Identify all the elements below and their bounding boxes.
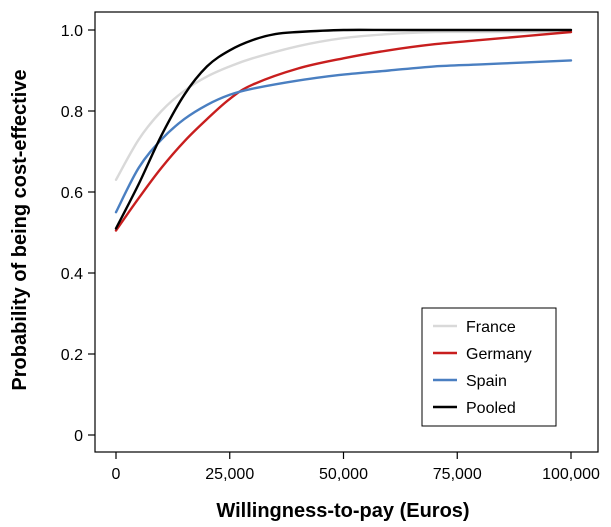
legend-label-germany: Germany [466, 346, 532, 363]
x-tick-label: 25,000 [205, 466, 254, 483]
legend: France Germany Spain Pooled [421, 307, 557, 427]
legend-label-spain: Spain [466, 373, 507, 390]
series-line-spain [114, 59, 573, 214]
y-tick-label: 0.4 [61, 266, 83, 283]
y-tick-label: 0.8 [61, 104, 83, 121]
axes: 0 25,000 50,000 75,000 100,000 0 0.2 0.4 0.6 0.8 1… [61, 11, 600, 483]
y-tick-label: 1.0 [61, 23, 83, 40]
x-axis-title: Willingness-to-pay (Euros) [216, 500, 469, 522]
series-line-france [114, 30, 573, 181]
plot-frame [94, 11, 599, 453]
x-tick-label: 75,000 [433, 466, 482, 483]
series-line-germany [114, 30, 573, 232]
y-tick-label: 0.6 [61, 185, 83, 202]
series-line-pooled [114, 28, 573, 230]
y-axis-title: Probability of being cost-effective [9, 69, 31, 390]
y-tick-label: 0 [74, 428, 83, 445]
x-tick-label: 100,000 [542, 466, 600, 483]
x-tick-label: 50,000 [319, 466, 368, 483]
legend-label-pooled: Pooled [466, 400, 516, 417]
series-layer [114, 28, 573, 232]
y-tick-label: 0.2 [61, 347, 83, 364]
legend-label-france: France [466, 319, 516, 336]
x-tick-label: 0 [112, 466, 121, 483]
